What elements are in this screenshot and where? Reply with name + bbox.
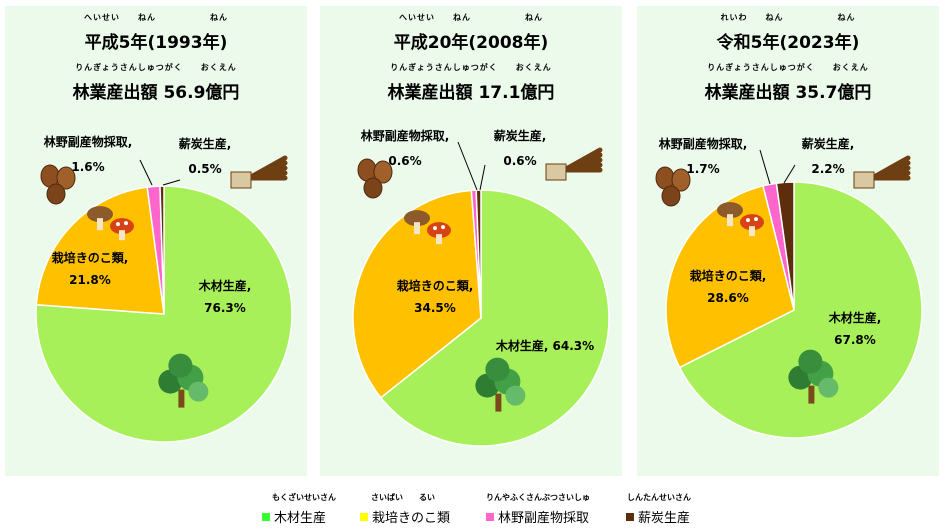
title-ruby: へいせい ねん ねん <box>399 13 543 22</box>
slice-value-sansai: 1.7% <box>686 162 719 176</box>
chart-panel-2008: へいせい ねん ねん 平成20年(2008年) りんぎょうさんしゅつがく おくえ… <box>320 6 622 476</box>
mushroom-icon <box>404 210 451 245</box>
chart-panel-1993: へいせい ねん ねん 平成5年(1993年) りんぎょうさんしゅつがく おくえん… <box>5 6 307 476</box>
tree-icon <box>788 349 839 404</box>
pie-slice-charcoal <box>159 185 165 315</box>
leader-line-sansai <box>759 149 771 185</box>
legend-ruby-mushroom: さいばい るい <box>371 493 435 502</box>
legend-item-mushroom: 栽培きのこ類 <box>360 507 450 526</box>
slice-label-mushroom: 栽培きのこ類, <box>690 268 767 283</box>
leader-line-sansai <box>457 141 478 191</box>
pie-chart-2008: 木材生産, 64.3% 栽培きのこ類, 34.5% 林野副産物採取, 0.6% 薪炭生産,… <box>352 128 610 447</box>
slice-label-sansai: 林野副産物採取, <box>44 134 133 149</box>
slice-label-charcoal: 薪炭生産, <box>179 136 232 151</box>
chestnut-icon <box>655 166 691 207</box>
slice-label-mushroom: 栽培きのこ類, <box>52 250 129 265</box>
slice-label-wood: 木材生産, <box>198 278 252 293</box>
slice-value-charcoal: 2.2% <box>811 162 844 176</box>
total-ruby: りんぎょうさんしゅつがく おくえん <box>707 63 869 72</box>
total-ruby: りんぎょうさんしゅつがく おくえん <box>75 63 237 72</box>
legend-item-charcoal: 薪炭生産 <box>626 507 690 526</box>
legend-label-charcoal: 薪炭生産 <box>638 511 691 526</box>
chart-title: 令和5年(2023年) <box>716 33 860 53</box>
chart-panel-2023: れいわ ねん ねん 令和5年(2023年) りんぎょうさんしゅつがく おくえん … <box>637 6 939 476</box>
pie-slice-mushroom <box>35 186 165 315</box>
mushroom-icon <box>717 202 764 237</box>
slice-value-mushroom: 28.6% <box>707 291 749 305</box>
legend-label-mushroom: 栽培きのこ類 <box>372 511 451 526</box>
slice-label-charcoal: 薪炭生産, <box>802 136 855 151</box>
slice-value-wood: 76.3% <box>204 301 246 315</box>
pie-slice-mushroom <box>352 189 482 399</box>
total-ruby: りんぎょうさんしゅつがく おくえん <box>390 63 552 72</box>
slice-value-charcoal: 0.5% <box>188 162 221 176</box>
total-output: 林業産出額 56.9億円 <box>72 83 240 103</box>
title-ruby: へいせい ねん ねん <box>84 13 228 22</box>
total-output: 林業産出額 35.7億円 <box>704 83 872 103</box>
pie-slice-wood <box>35 185 293 443</box>
slice-value-sansai: 1.6% <box>71 160 104 174</box>
pie-chart-1993: 木材生産, 76.3% 栽培きのこ類, 21.8% 林野副産物採取, 1.6% 薪炭生産, 0… <box>35 134 293 443</box>
legend-ruby-wood: もくざいせいさん <box>272 493 336 502</box>
legend-swatch-sansai <box>486 512 494 521</box>
legend-swatch-wood <box>262 512 270 521</box>
legend-label-wood: 木材生産 <box>274 511 327 526</box>
pie-slice-mushroom <box>665 184 795 369</box>
legend: もくざいせいさん さいばい るい りんやふくさんぶつさいしゅ しんたんせいさん … <box>0 492 950 532</box>
slice-label-sansai: 林野副産物採取, <box>659 136 748 151</box>
firewood-icon <box>853 155 911 189</box>
tree-icon <box>158 353 209 408</box>
firewood-icon <box>545 147 603 181</box>
pie-slice-charcoal <box>775 181 795 311</box>
slice-value-charcoal: 0.6% <box>503 154 536 168</box>
slice-label-sansai: 林野副産物採取, <box>361 128 450 143</box>
legend-swatch-charcoal <box>626 512 634 521</box>
title-ruby: れいわ ねん ねん <box>720 13 856 22</box>
slice-value-mushroom: 21.8% <box>69 273 111 287</box>
legend-swatch-mushroom <box>360 512 368 521</box>
leader-line-charcoal <box>783 164 796 184</box>
slice-label-charcoal: 薪炭生産, <box>494 128 547 143</box>
leader-line-charcoal <box>479 164 486 191</box>
total-output: 林業産出額 17.1億円 <box>387 83 555 103</box>
legend-label-sansai: 林野副産物採取 <box>498 511 590 526</box>
mushroom-icon <box>87 206 134 241</box>
pie-slice-charcoal <box>475 189 482 319</box>
legend-ruby-sansai: りんやふくさんぶつさいしゅ <box>486 493 590 502</box>
tree-icon <box>475 357 526 412</box>
slice-value-sansai: 0.6% <box>388 154 421 168</box>
chart-title: 平成20年(2008年) <box>393 33 549 53</box>
firewood-icon <box>230 155 288 189</box>
slice-value-wood: 67.8% <box>834 333 876 347</box>
slice-value-mushroom: 34.5% <box>414 301 456 315</box>
leader-line-sansai <box>139 159 153 186</box>
chestnut-icon <box>40 164 76 205</box>
slice-label-wood: 木材生産, <box>828 310 882 325</box>
slice-label-mushroom: 栽培きのこ類, <box>397 278 474 293</box>
chestnut-icon <box>357 158 393 199</box>
pie-slice-wood <box>678 181 923 439</box>
slice-label-wood: 木材生産, 64.3% <box>495 338 594 353</box>
chart-title: 平成5年(1993年) <box>84 33 228 53</box>
pie-chart-2023: 木材生産, 67.8% 栽培きのこ類, 28.6% 林野副産物採取, 1.7% 薪炭生産, 2… <box>655 136 923 439</box>
legend-ruby-charcoal: しんたんせいさん <box>627 493 691 502</box>
pie-slice-wood <box>379 189 610 447</box>
leader-line-charcoal <box>162 179 181 186</box>
legend-item-wood: 木材生産 <box>262 507 326 526</box>
legend-item-sansai: 林野副産物採取 <box>486 507 589 526</box>
